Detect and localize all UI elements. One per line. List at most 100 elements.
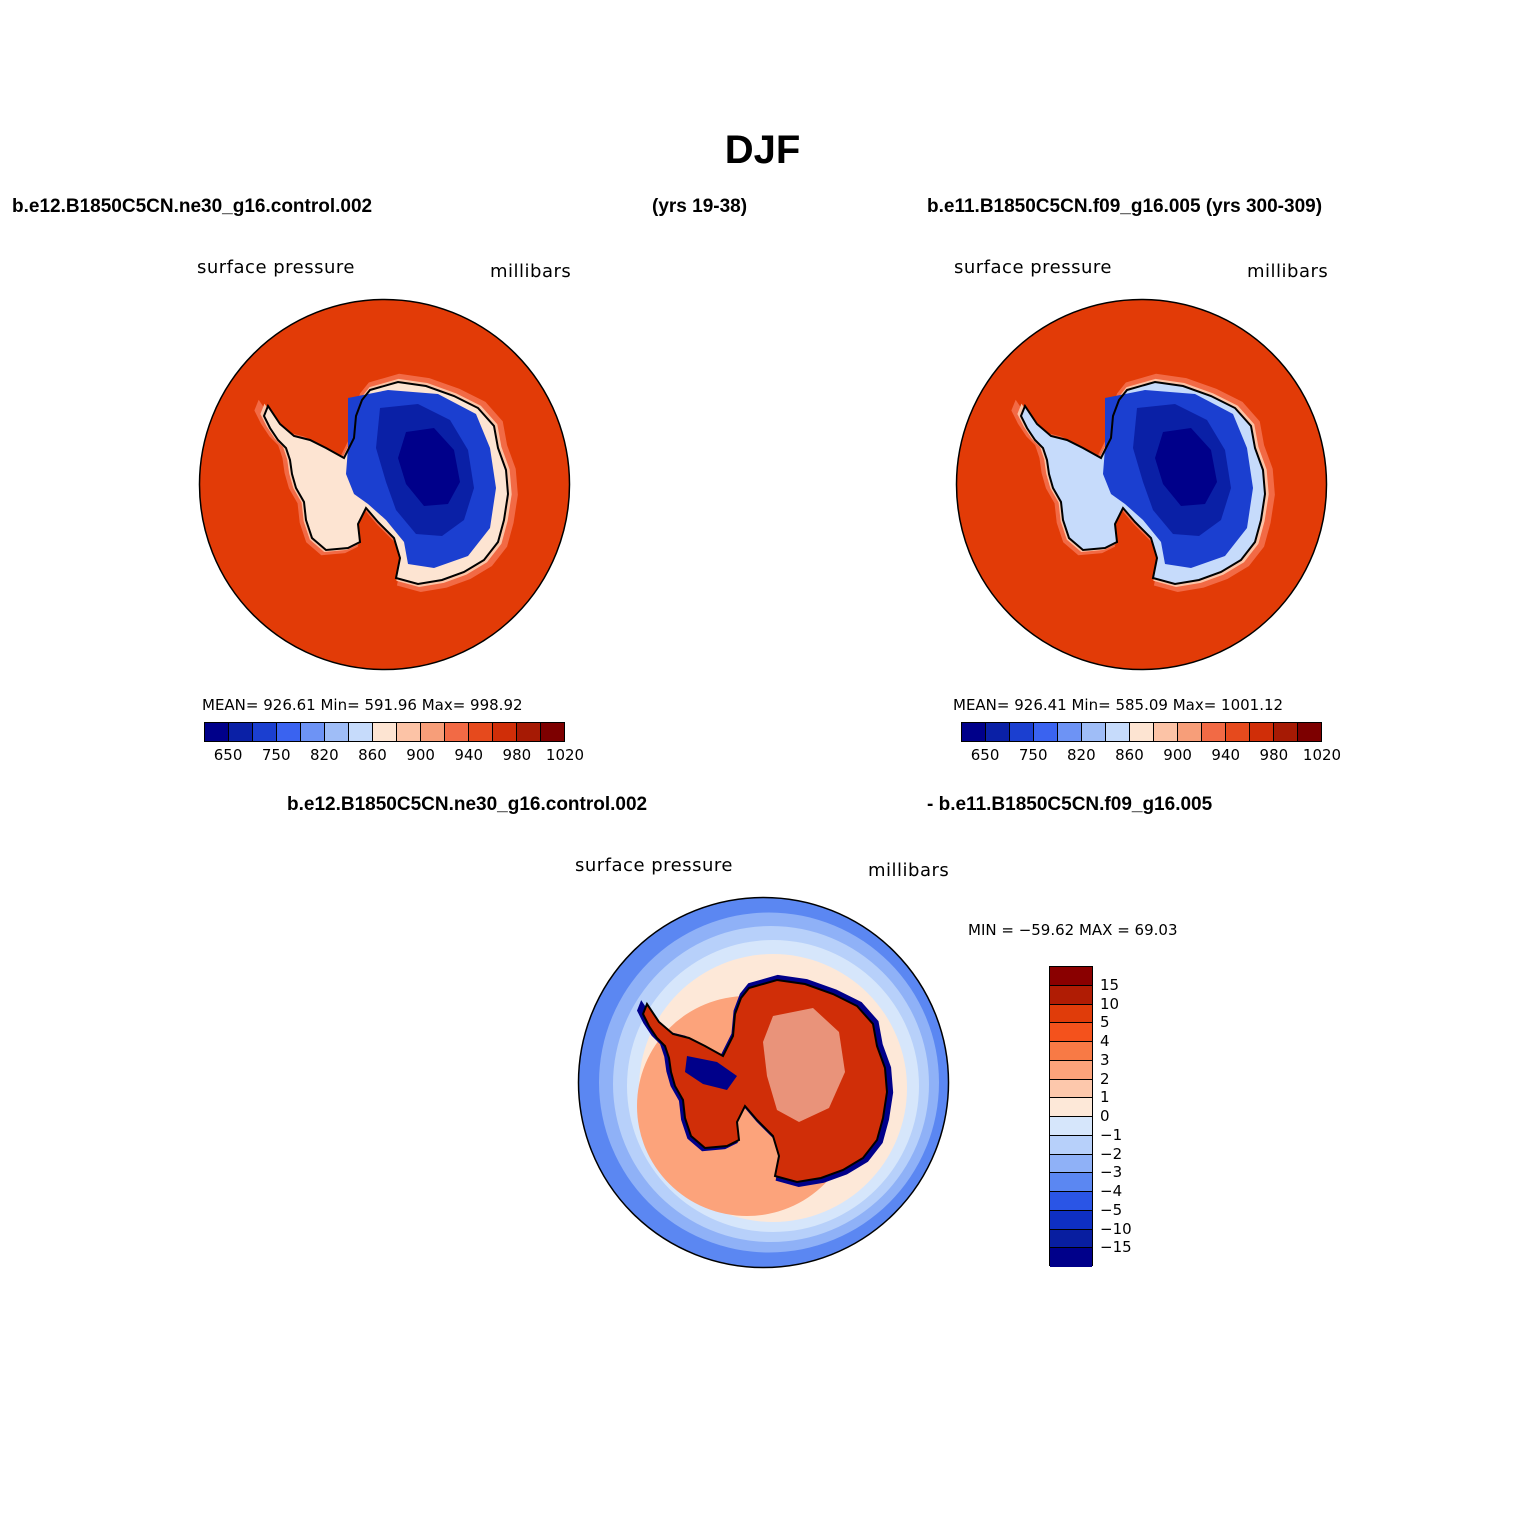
colorbar-cell (229, 723, 253, 741)
colorbar-cell (469, 723, 493, 741)
colorbar-cell (205, 723, 229, 741)
colorbar-tick-label: 5 (1100, 1013, 1110, 1032)
colorbar-tick-label: 650 (970, 746, 1000, 764)
colorbar-cell (277, 723, 301, 741)
colorbar-cell (517, 723, 541, 741)
map-field (956, 299, 1327, 670)
colorbar-cell (1058, 723, 1082, 741)
colorbar-tick-label: 3 (1100, 1050, 1110, 1069)
colorbar-cell (1106, 723, 1130, 741)
colorbar-tick-label: −2 (1100, 1144, 1123, 1163)
page-title: DJF (724, 128, 801, 172)
panel1-stats: MEAN= 926.61 Min= 591.96 Max= 998.92 (202, 696, 523, 714)
weddell-negative (685, 1056, 737, 1090)
plateau-low-3 (1155, 428, 1217, 506)
panel2-variable: surface pressure (954, 257, 1112, 278)
colorbar-cell (1226, 723, 1250, 741)
colorbar-cell (325, 723, 349, 741)
panel1-units: millibars (490, 261, 572, 282)
colorbar-tick-label: 980 (502, 746, 532, 764)
colorbar-tick-label: 940 (454, 746, 484, 764)
colorbar-cell (1298, 723, 1321, 741)
colorbar-cell (962, 723, 986, 741)
colorbar-tick-label: −1 (1100, 1125, 1123, 1144)
colorbar-cell (1202, 723, 1226, 741)
diff-case1-label: b.e12.B1850C5CN.ne30_g16.control.002 (287, 794, 648, 815)
colorbar-cell (1050, 1248, 1092, 1267)
plateau-low-3 (398, 428, 460, 506)
panel2-polar-map (955, 298, 1328, 671)
colorbar-tick-label: 820 (1067, 746, 1096, 764)
map-border (955, 298, 1328, 671)
colorbar-cell (1050, 1098, 1092, 1117)
diff-case2-label: - b.e11.B1850C5CN.f09_g16.005 (927, 794, 1213, 815)
colorbar-tick-label: −5 (1100, 1200, 1123, 1219)
colorbar-tick-label: 860 (1115, 746, 1144, 764)
colorbar-cell (445, 723, 469, 741)
colorbar-cell (421, 723, 445, 741)
colorbar-tick-label: 650 (213, 746, 243, 764)
colorbar-cell (1050, 1154, 1092, 1174)
colorbar-cell (541, 723, 564, 741)
colorbar-cell (493, 723, 517, 741)
case1-label: b.e12.B1850C5CN.ne30_g16.control.002 (12, 196, 373, 217)
plateau-highlight (763, 1008, 845, 1122)
colorbar-tick-label: 1020 (1302, 746, 1342, 764)
colorbar-cell (1050, 1229, 1092, 1249)
colorbar-cell (397, 723, 421, 741)
colorbar-tick-label: 980 (1259, 746, 1289, 764)
case2-label: b.e11.B1850C5CN.f09_g16.005 (yrs 300-309… (927, 196, 1323, 217)
colorbar-cell (301, 723, 325, 741)
coastline (641, 978, 889, 1184)
colorbar-cell (1130, 723, 1154, 741)
panel3-polar-map (577, 896, 950, 1269)
colorbar-cell (1050, 1135, 1092, 1155)
colorbar-cell (1034, 723, 1058, 741)
colorbar-cell (1082, 723, 1106, 741)
colorbar-tick-label: −4 (1100, 1182, 1123, 1200)
colorbar-tick-label: 2 (1100, 1069, 1110, 1088)
colorbar-tick-label: 10 (1100, 994, 1120, 1013)
panel1-colorbar (204, 722, 565, 742)
colorbar-cell (986, 723, 1010, 741)
colorbar-tick-label: 750 (261, 746, 291, 764)
colorbar-cell (1050, 967, 1092, 986)
colorbar-tick-label: 15 (1100, 975, 1120, 994)
panel2-stats: MEAN= 926.41 Min= 585.09 Max= 1001.12 (953, 696, 1284, 714)
colorbar-tick-label: 750 (1018, 746, 1048, 764)
colorbar-cell (1050, 1192, 1092, 1211)
panel1-variable: surface pressure (197, 257, 355, 278)
map-border (198, 298, 571, 671)
colorbar-cell (1274, 723, 1298, 741)
colorbar-cell (1050, 1117, 1092, 1136)
colorbar-tick-label: −15 (1100, 1238, 1132, 1257)
panel2-colorbar (961, 722, 1322, 742)
colorbar-cell (349, 723, 373, 741)
colorbar-cell (1250, 723, 1274, 741)
colorbar-tick-label: 1020 (545, 746, 585, 764)
colorbar-cell (1050, 1079, 1092, 1099)
panel3-variable: surface pressure (575, 855, 733, 876)
colorbar-tick-label: 4 (1100, 1032, 1110, 1050)
colorbar-cell (1050, 1023, 1092, 1042)
colorbar-tick-label: 940 (1211, 746, 1241, 764)
colorbar-cell (1010, 723, 1034, 741)
colorbar-cell (1154, 723, 1178, 741)
map-border (577, 896, 950, 1269)
map-field (578, 897, 949, 1268)
panel2-units: millibars (1247, 261, 1329, 282)
colorbar-tick-label: 860 (358, 746, 387, 764)
colorbar-cell (1050, 1004, 1092, 1024)
map-field (199, 299, 570, 670)
panel1-polar-map (198, 298, 571, 671)
colorbar-tick-label: 900 (1163, 746, 1192, 764)
colorbar-tick-label: 820 (310, 746, 339, 764)
colorbar-tick-label: −3 (1100, 1163, 1123, 1182)
colorbar-cell (1178, 723, 1202, 741)
coastline (262, 380, 510, 586)
panel3-stats: MIN = −59.62 MAX = 69.03 (968, 921, 1178, 939)
panel3-colorbar (1049, 966, 1093, 1267)
panel3-units: millibars (868, 860, 950, 881)
colorbar-cell (1050, 1042, 1092, 1061)
panel3-colorbar-labels: 15 10 5 4 3 2 1 0 −1 −2 −3 −4 −5 −10 −15 (1100, 966, 1160, 1266)
